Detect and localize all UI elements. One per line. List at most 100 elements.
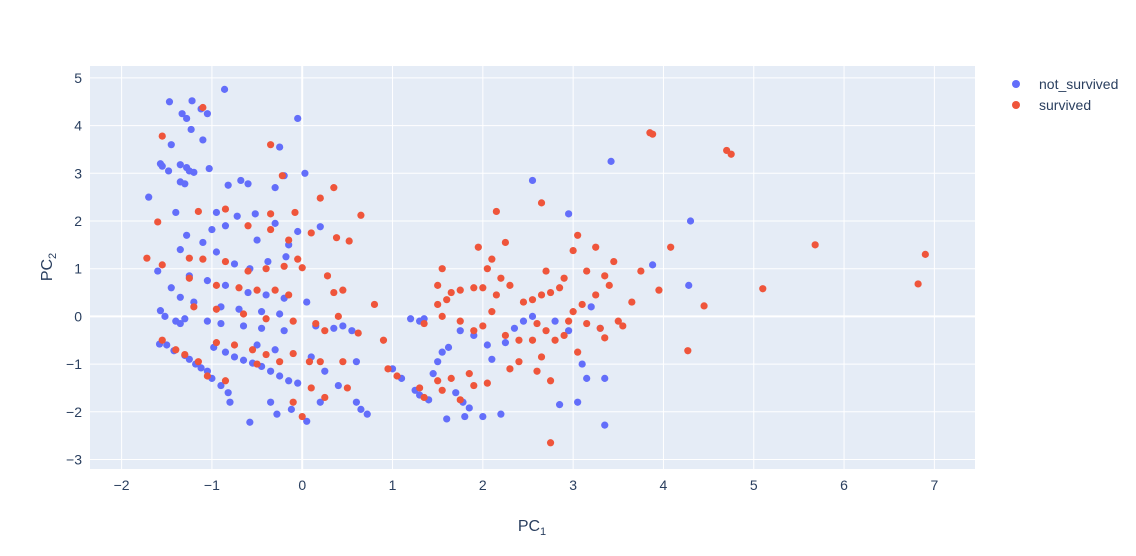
data-point[interactable]	[294, 114, 302, 123]
data-point[interactable]	[294, 255, 302, 263]
data-point[interactable]	[649, 261, 657, 269]
data-point[interactable]	[287, 405, 295, 413]
data-point[interactable]	[506, 281, 514, 289]
data-point[interactable]	[316, 358, 324, 366]
data-point[interactable]	[443, 296, 451, 304]
data-point[interactable]	[434, 300, 442, 309]
data-point[interactable]	[285, 236, 293, 244]
data-point[interactable]	[246, 418, 254, 426]
data-point[interactable]	[483, 379, 491, 387]
data-point[interactable]	[305, 358, 314, 366]
data-point[interactable]	[483, 265, 491, 273]
data-point[interactable]	[614, 317, 622, 325]
data-point[interactable]	[199, 255, 207, 263]
data-point[interactable]	[257, 308, 266, 316]
data-point[interactable]	[565, 327, 573, 335]
data-point[interactable]	[330, 184, 338, 192]
data-point[interactable]	[280, 327, 288, 335]
data-point[interactable]	[235, 284, 243, 292]
data-point[interactable]	[244, 222, 252, 230]
data-point[interactable]	[262, 265, 270, 273]
data-point[interactable]	[339, 358, 347, 366]
data-point[interactable]	[542, 267, 550, 275]
data-point[interactable]	[303, 417, 311, 425]
data-point[interactable]	[176, 293, 184, 301]
data-point[interactable]	[257, 324, 266, 332]
data-point[interactable]	[172, 208, 180, 217]
data-point[interactable]	[199, 136, 207, 144]
data-point[interactable]	[560, 274, 568, 282]
data-point[interactable]	[542, 327, 550, 335]
data-point[interactable]	[244, 288, 252, 297]
data-point[interactable]	[262, 291, 270, 299]
data-point[interactable]	[560, 331, 568, 340]
data-point[interactable]	[185, 254, 193, 262]
data-point[interactable]	[551, 317, 559, 325]
data-point[interactable]	[321, 367, 329, 375]
data-point[interactable]	[465, 404, 473, 412]
data-point[interactable]	[483, 341, 491, 349]
data-point[interactable]	[212, 281, 221, 289]
data-point[interactable]	[212, 339, 221, 347]
data-point[interactable]	[203, 110, 211, 118]
data-point[interactable]	[914, 280, 922, 288]
data-point[interactable]	[172, 346, 180, 354]
data-point[interactable]	[447, 374, 455, 382]
data-point[interactable]	[181, 180, 189, 188]
data-point[interactable]	[262, 350, 270, 359]
data-point[interactable]	[264, 257, 272, 266]
data-point[interactable]	[253, 286, 261, 294]
data-point[interactable]	[289, 349, 297, 358]
data-point[interactable]	[363, 410, 371, 418]
data-point[interactable]	[456, 327, 464, 335]
data-point[interactable]	[199, 103, 207, 112]
data-point[interactable]	[194, 358, 202, 366]
data-point[interactable]	[212, 305, 221, 313]
data-point[interactable]	[158, 336, 166, 344]
data-point[interactable]	[592, 243, 600, 251]
data-point[interactable]	[501, 331, 510, 340]
data-point[interactable]	[212, 248, 221, 256]
data-point[interactable]	[237, 176, 245, 185]
data-point[interactable]	[267, 367, 275, 375]
data-point[interactable]	[492, 291, 500, 299]
data-point[interactable]	[312, 319, 320, 328]
data-point[interactable]	[251, 210, 259, 218]
data-point[interactable]	[357, 211, 365, 219]
data-point[interactable]	[307, 384, 315, 392]
data-point[interactable]	[183, 231, 191, 239]
data-point[interactable]	[278, 172, 286, 180]
data-point[interactable]	[203, 277, 211, 285]
data-point[interactable]	[316, 223, 324, 231]
data-point[interactable]	[267, 398, 275, 406]
data-point[interactable]	[330, 324, 338, 332]
data-point[interactable]	[239, 356, 248, 364]
data-point[interactable]	[226, 398, 234, 406]
data-point[interactable]	[323, 272, 332, 280]
data-point[interactable]	[528, 296, 537, 304]
data-point[interactable]	[519, 298, 528, 306]
data-point[interactable]	[434, 281, 442, 289]
data-point[interactable]	[176, 246, 184, 254]
data-point[interactable]	[528, 312, 537, 320]
data-point[interactable]	[163, 341, 171, 349]
data-point[interactable]	[470, 284, 478, 292]
data-point[interactable]	[601, 272, 609, 280]
data-point[interactable]	[145, 193, 153, 201]
data-point[interactable]	[253, 236, 261, 244]
data-point[interactable]	[649, 130, 657, 138]
data-point[interactable]	[217, 319, 225, 328]
data-point[interactable]	[655, 286, 663, 294]
data-point[interactable]	[533, 367, 541, 375]
data-point[interactable]	[465, 370, 473, 378]
data-point[interactable]	[253, 341, 261, 349]
data-point[interactable]	[224, 181, 232, 189]
data-point[interactable]	[354, 329, 362, 337]
data-point[interactable]	[221, 348, 230, 356]
data-point[interactable]	[488, 255, 496, 263]
data-point[interactable]	[546, 288, 555, 297]
data-point[interactable]	[686, 217, 695, 225]
data-point[interactable]	[501, 238, 510, 247]
data-point[interactable]	[456, 317, 464, 325]
data-point[interactable]	[578, 300, 586, 309]
